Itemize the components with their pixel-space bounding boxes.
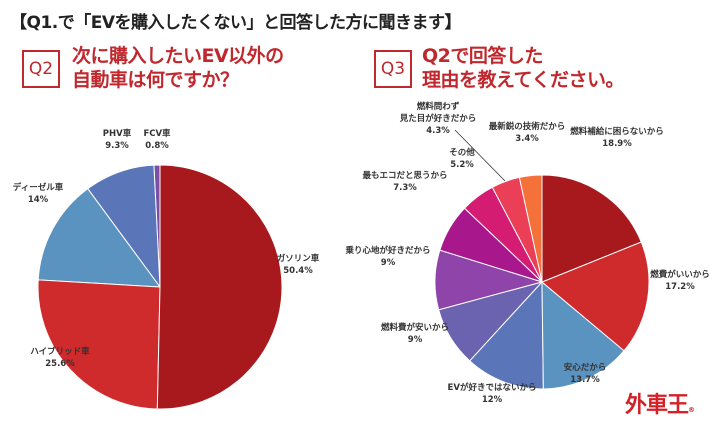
pie2-slice-0	[541, 174, 642, 283]
label-looks: 燃料問わず 見た目が好きだから 4.3%	[399, 102, 477, 136]
q2-line1: 次に購入したいEV以外の	[72, 45, 284, 67]
pie2-slice-1	[541, 241, 650, 352]
q3-line2: 理由を教えてください。	[422, 69, 624, 91]
label-phv: PHV車 9.3%	[102, 129, 132, 151]
q3-question: Q2で回答した 理由を教えてください。	[422, 44, 624, 92]
label-gasoline: ガソリン車 50.4%	[276, 254, 320, 276]
label-latest-tech: 最新鋭の技術だから 3.4%	[488, 122, 566, 144]
label-refuel: 燃料補給に困らないから 18.9%	[570, 127, 664, 149]
q2-line2: 自動車は何ですか？	[72, 69, 239, 91]
q3-line1: Q2で回答した	[422, 45, 543, 67]
label-dislike-ev: EVが好きではないから 12%	[447, 383, 537, 405]
leader-line	[454, 129, 506, 182]
brand-logo: 外車王®	[625, 393, 695, 418]
page-title: 【Q1.で「EVを購入したくない」と回答した方に聞きます】	[10, 13, 462, 33]
q2-badge: Q2	[22, 50, 60, 88]
pie1-slice-0	[156, 164, 283, 410]
q2-question: 次に購入したいEV以外の 自動車は何ですか？	[72, 44, 284, 92]
label-safety: 安心だから 13.7%	[563, 363, 607, 385]
label-ride: 乗り心地が好きだから 9%	[345, 246, 431, 268]
pie2-slice-3	[469, 280, 544, 390]
label-eco: 最もエコだと思うから 7.3%	[362, 171, 448, 193]
pie1-slice-1	[37, 279, 161, 410]
q3-badge: Q3	[374, 50, 412, 88]
pie2-slice-2	[541, 280, 625, 390]
label-other: その他 5.2%	[449, 148, 475, 170]
label-fuel-cost: 燃料費が安いから 9%	[380, 323, 450, 345]
label-hybrid: ハイブリッド車 25.6%	[30, 347, 90, 369]
label-diesel: ディーゼル車 14%	[12, 183, 64, 205]
label-fuel-economy: 燃費がいいから 17.2%	[650, 270, 710, 292]
label-fcv: FCV車 0.8%	[143, 129, 171, 151]
pie1-slice-2	[37, 188, 162, 288]
